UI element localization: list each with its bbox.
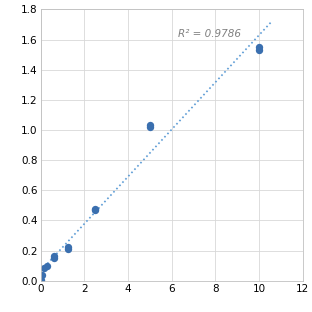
Point: [147, 124, 152, 129]
Point: [66, 245, 71, 250]
Point: [93, 206, 98, 211]
Point: [147, 123, 152, 128]
Point: [45, 263, 50, 268]
Point: [66, 246, 71, 251]
Point: [40, 272, 45, 277]
Point: [256, 44, 261, 49]
Point: [38, 278, 43, 283]
Point: [52, 254, 57, 259]
Point: [256, 47, 261, 52]
Point: [41, 266, 46, 271]
Point: [93, 208, 98, 213]
Point: [52, 256, 57, 261]
Text: R² = 0.9786: R² = 0.9786: [178, 28, 241, 38]
